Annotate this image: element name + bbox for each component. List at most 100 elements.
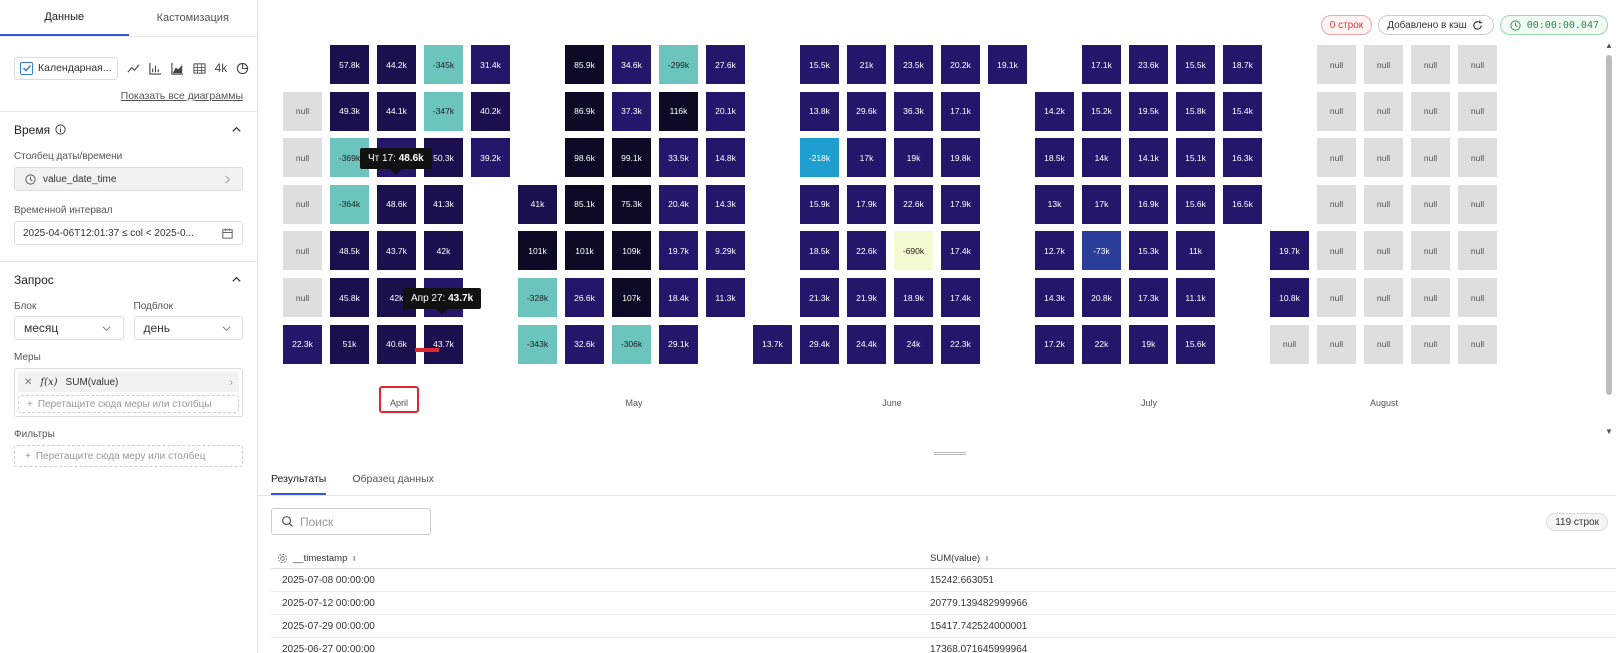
- line-chart-icon[interactable]: [127, 61, 140, 75]
- calendar-chart-chip[interactable]: Календарная...: [14, 56, 118, 80]
- heatmap-cell[interactable]: 14.2k: [1035, 91, 1074, 131]
- heatmap-cell[interactable]: 27.6k: [706, 45, 745, 84]
- tab-customize[interactable]: Кастомизация: [156, 12, 229, 24]
- heatmap-cell[interactable]: 29.1k: [659, 324, 698, 364]
- heatmap-cell[interactable]: 19.1k: [988, 45, 1027, 84]
- heatmap-cell[interactable]: 16.5k: [1223, 184, 1262, 224]
- heatmap-cell[interactable]: 17.9k: [847, 184, 886, 224]
- heatmap-cell[interactable]: 85.9k: [565, 45, 604, 84]
- heatmap-cell[interactable]: null: [1317, 324, 1356, 364]
- heatmap-cell[interactable]: -345k: [424, 45, 463, 84]
- heatmap-cell[interactable]: 15.9k: [800, 184, 839, 224]
- heatmap-cell[interactable]: 37.3k: [612, 91, 651, 131]
- show-all-charts-link[interactable]: Показать все диаграммы: [120, 90, 243, 102]
- heatmap-cell[interactable]: 86.9k: [565, 91, 604, 131]
- heatmap-cell[interactable]: 11.3k: [706, 278, 745, 317]
- heatmap-cell[interactable]: null: [1317, 138, 1356, 178]
- heatmap-cell[interactable]: 29.6k: [847, 91, 886, 131]
- heatmap-cell[interactable]: 24k: [894, 324, 933, 364]
- interval-field[interactable]: 2025-04-06T12:01:37 ≤ col < 2025-0...: [14, 221, 243, 245]
- refresh-icon[interactable]: [1471, 18, 1485, 32]
- heatmap-cell[interactable]: null: [283, 138, 322, 178]
- heatmap-cell[interactable]: 51k: [330, 324, 369, 364]
- heatmap-cell[interactable]: 19.5k: [1129, 91, 1168, 131]
- heatmap-cell[interactable]: null: [283, 91, 322, 131]
- heatmap-cell[interactable]: null: [1364, 184, 1403, 224]
- date-column-field[interactable]: value_date_time: [14, 167, 243, 191]
- heatmap-cell[interactable]: 39.2k: [471, 138, 510, 178]
- heatmap-cell[interactable]: 18.5k: [1035, 138, 1074, 178]
- heatmap-cell[interactable]: 17.4k: [941, 231, 980, 271]
- heatmap-cell[interactable]: 15.6k: [1176, 324, 1215, 364]
- heatmap-cell[interactable]: 14k: [1082, 138, 1121, 178]
- heatmap-cell[interactable]: 18.5k: [800, 231, 839, 271]
- chevron-up-icon[interactable]: [229, 273, 243, 287]
- scroll-thumb[interactable]: [1606, 55, 1612, 395]
- heatmap-cell[interactable]: 24.4k: [847, 324, 886, 364]
- heatmap-cell[interactable]: 44.2k: [377, 45, 416, 84]
- heatmap-cell[interactable]: 15.4k: [1223, 91, 1262, 131]
- heatmap-cell[interactable]: null: [1458, 324, 1497, 364]
- heatmap-cell[interactable]: null: [1364, 324, 1403, 364]
- heatmap-cell[interactable]: 98.6k: [565, 138, 604, 178]
- heatmap-cell[interactable]: null: [1317, 91, 1356, 131]
- heatmap-cell[interactable]: 85.1k: [565, 184, 604, 224]
- heatmap-cell[interactable]: 10.8k: [1270, 278, 1309, 317]
- filters-drop-zone[interactable]: + Перетащите сюда меру или столбец: [14, 445, 243, 467]
- column-header-timestamp[interactable]: __timestamp ⬍: [271, 552, 930, 566]
- heatmap-cell[interactable]: 40.6k: [377, 324, 416, 364]
- heatmap-cell[interactable]: 15.6k: [1176, 184, 1215, 224]
- heatmap-cell[interactable]: 41k: [518, 184, 557, 224]
- heatmap-cell[interactable]: -306k: [612, 324, 651, 364]
- heatmap-cell[interactable]: 43.7k: [424, 324, 463, 364]
- heatmap-cell[interactable]: null: [283, 184, 322, 224]
- heatmap-cell[interactable]: 109k: [612, 231, 651, 271]
- heatmap-cell[interactable]: null: [1364, 138, 1403, 178]
- heatmap-cell[interactable]: null: [1317, 184, 1356, 224]
- heatmap-cell[interactable]: null: [1458, 184, 1497, 224]
- heatmap-cell[interactable]: 40.2k: [471, 91, 510, 131]
- heatmap-cell[interactable]: null: [1458, 45, 1497, 84]
- heatmap-cell[interactable]: 18.4k: [659, 278, 698, 317]
- heatmap-cell[interactable]: -218k: [800, 138, 839, 178]
- heatmap-cell[interactable]: null: [1364, 278, 1403, 317]
- heatmap-cell[interactable]: -73k: [1082, 231, 1121, 271]
- heatmap-cell[interactable]: 17.4k: [941, 278, 980, 317]
- chart-scrollbar[interactable]: ▲ ▼: [1604, 41, 1614, 436]
- heatmap-cell[interactable]: null: [1317, 45, 1356, 84]
- heatmap-cell[interactable]: 33.5k: [659, 138, 698, 178]
- heatmap-cell[interactable]: 15.5k: [800, 45, 839, 84]
- heatmap-cell[interactable]: 23.6k: [1129, 45, 1168, 84]
- heatmap-cell[interactable]: 43.7k: [377, 231, 416, 271]
- sort-icon[interactable]: ⬍: [351, 555, 358, 563]
- heatmap-cell[interactable]: -347k: [424, 91, 463, 131]
- scroll-down-icon[interactable]: ▼: [1605, 427, 1613, 436]
- measure-drop-zone[interactable]: + Перетащите сюда меры или столбцы: [18, 395, 239, 413]
- heatmap-cell[interactable]: -343k: [518, 324, 557, 364]
- heatmap-cell[interactable]: null: [1411, 231, 1450, 271]
- heatmap-cell[interactable]: 13.7k: [753, 324, 792, 364]
- heatmap-cell[interactable]: 57.8k: [330, 45, 369, 84]
- heatmap-cell[interactable]: null: [1411, 324, 1450, 364]
- heatmap-cell[interactable]: 22.6k: [847, 231, 886, 271]
- column-header-sum[interactable]: SUM(value) ⬍: [930, 553, 1616, 564]
- big-number-icon[interactable]: 4k: [214, 61, 228, 75]
- heatmap-cell[interactable]: 48.5k: [330, 231, 369, 271]
- heatmap-cell[interactable]: null: [1458, 231, 1497, 271]
- heatmap-cell[interactable]: 22k: [1082, 324, 1121, 364]
- heatmap-cell[interactable]: 9.29k: [706, 231, 745, 271]
- month-label-april[interactable]: April: [389, 398, 409, 408]
- cache-badge[interactable]: Добавлено в кэш: [1378, 15, 1494, 35]
- heatmap-cell[interactable]: 20.2k: [941, 45, 980, 84]
- heatmap-cell[interactable]: 22.3k: [283, 324, 322, 364]
- heatmap-cell[interactable]: 20.4k: [659, 184, 698, 224]
- heatmap-cell[interactable]: 12.7k: [1035, 231, 1074, 271]
- heatmap-cell[interactable]: 17.1k: [941, 91, 980, 131]
- heatmap-cell[interactable]: 14.3k: [1035, 278, 1074, 317]
- heatmap-cell[interactable]: null: [1364, 231, 1403, 271]
- heatmap-cell[interactable]: -364k: [330, 184, 369, 224]
- heatmap-cell[interactable]: 99.1k: [612, 138, 651, 178]
- heatmap-cell[interactable]: 75.3k: [612, 184, 651, 224]
- heatmap-cell[interactable]: null: [1411, 138, 1450, 178]
- heatmap-cell[interactable]: 23.5k: [894, 45, 933, 84]
